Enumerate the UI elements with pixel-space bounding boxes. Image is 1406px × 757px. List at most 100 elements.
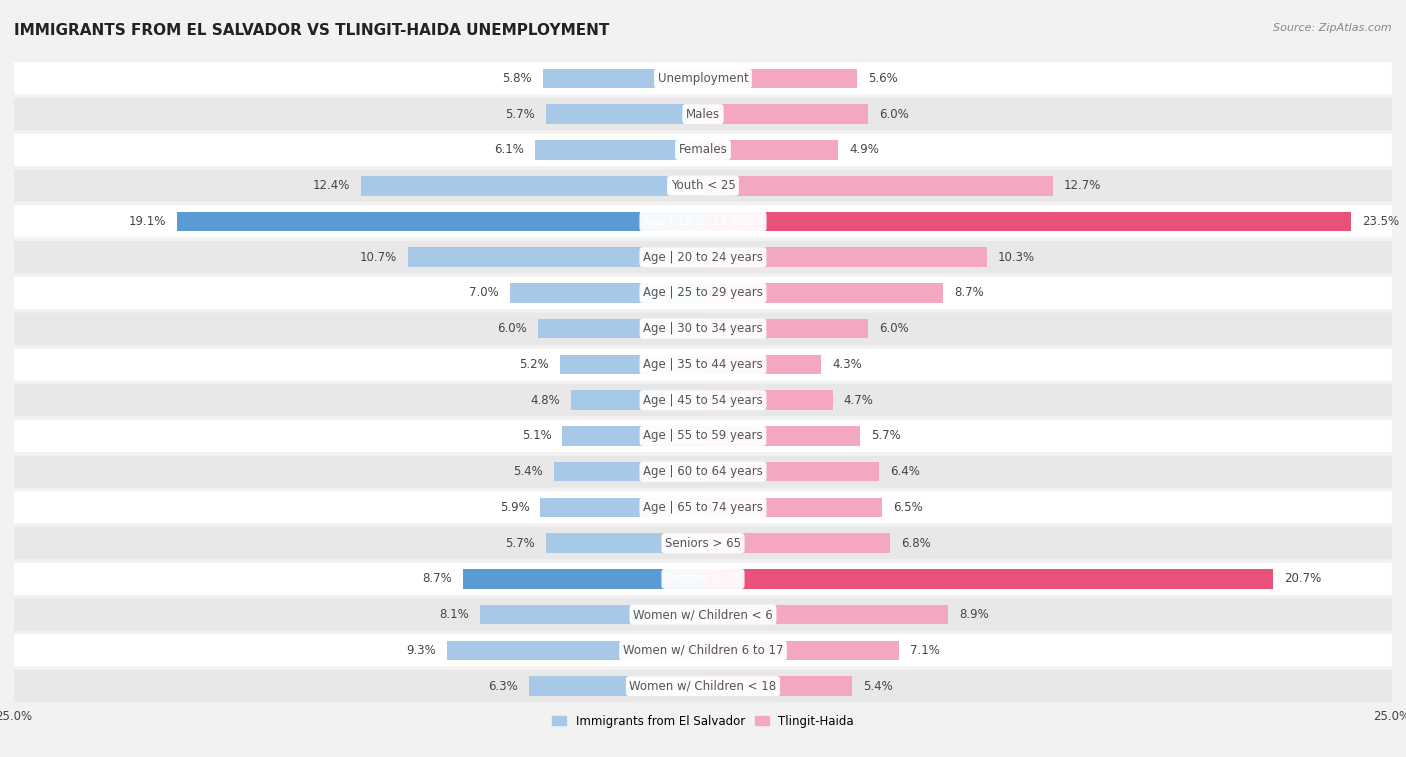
Bar bbox=[537, 319, 703, 338]
Text: 23.5%: 23.5% bbox=[1361, 215, 1399, 228]
Text: 10.7%: 10.7% bbox=[360, 251, 396, 263]
FancyBboxPatch shape bbox=[14, 205, 1392, 238]
Bar bbox=[534, 140, 703, 160]
Bar bbox=[703, 426, 860, 446]
Text: 8.9%: 8.9% bbox=[959, 608, 988, 621]
Bar bbox=[554, 462, 703, 481]
Bar bbox=[463, 569, 703, 589]
Bar bbox=[703, 319, 869, 338]
Text: Age | 55 to 59 years: Age | 55 to 59 years bbox=[643, 429, 763, 442]
Bar bbox=[703, 176, 1053, 195]
Legend: Immigrants from El Salvador, Tlingit-Haida: Immigrants from El Salvador, Tlingit-Hai… bbox=[547, 709, 859, 734]
Bar bbox=[703, 462, 879, 481]
Text: 4.9%: 4.9% bbox=[849, 143, 879, 157]
FancyBboxPatch shape bbox=[14, 527, 1392, 559]
Text: 8.1%: 8.1% bbox=[439, 608, 468, 621]
Bar bbox=[177, 212, 703, 231]
Text: 6.0%: 6.0% bbox=[879, 107, 910, 120]
Text: 20.7%: 20.7% bbox=[1285, 572, 1322, 585]
Text: Seniors > 75: Seniors > 75 bbox=[665, 572, 741, 585]
Text: Unemployment: Unemployment bbox=[658, 72, 748, 85]
Text: Seniors > 65: Seniors > 65 bbox=[665, 537, 741, 550]
Bar bbox=[703, 605, 948, 625]
Text: 6.4%: 6.4% bbox=[890, 465, 921, 478]
Bar bbox=[703, 248, 987, 267]
Bar bbox=[703, 569, 1274, 589]
Text: Youth < 25: Youth < 25 bbox=[671, 179, 735, 192]
Text: 5.7%: 5.7% bbox=[505, 537, 534, 550]
Text: 6.1%: 6.1% bbox=[494, 143, 524, 157]
Text: 5.6%: 5.6% bbox=[869, 72, 898, 85]
Bar bbox=[571, 391, 703, 410]
Text: Age | 20 to 24 years: Age | 20 to 24 years bbox=[643, 251, 763, 263]
Text: Source: ZipAtlas.com: Source: ZipAtlas.com bbox=[1274, 23, 1392, 33]
FancyBboxPatch shape bbox=[14, 348, 1392, 381]
Text: 5.8%: 5.8% bbox=[502, 72, 531, 85]
Bar bbox=[447, 640, 703, 660]
FancyBboxPatch shape bbox=[14, 134, 1392, 166]
Bar bbox=[546, 534, 703, 553]
Text: IMMIGRANTS FROM EL SALVADOR VS TLINGIT-HAIDA UNEMPLOYMENT: IMMIGRANTS FROM EL SALVADOR VS TLINGIT-H… bbox=[14, 23, 609, 38]
Text: Age | 65 to 74 years: Age | 65 to 74 years bbox=[643, 501, 763, 514]
Text: 6.8%: 6.8% bbox=[901, 537, 931, 550]
Text: 4.8%: 4.8% bbox=[530, 394, 560, 407]
Bar bbox=[703, 104, 869, 124]
FancyBboxPatch shape bbox=[14, 62, 1392, 95]
Text: Males: Males bbox=[686, 107, 720, 120]
Bar bbox=[703, 534, 890, 553]
Text: Females: Females bbox=[679, 143, 727, 157]
Bar bbox=[703, 497, 882, 517]
Bar bbox=[408, 248, 703, 267]
Text: Women w/ Children 6 to 17: Women w/ Children 6 to 17 bbox=[623, 644, 783, 657]
FancyBboxPatch shape bbox=[14, 241, 1392, 273]
Text: Age | 16 to 19 years: Age | 16 to 19 years bbox=[643, 215, 763, 228]
Text: 5.7%: 5.7% bbox=[872, 429, 901, 442]
Text: 5.7%: 5.7% bbox=[505, 107, 534, 120]
Text: Age | 25 to 29 years: Age | 25 to 29 years bbox=[643, 286, 763, 300]
Bar bbox=[703, 283, 943, 303]
Text: 6.0%: 6.0% bbox=[496, 322, 527, 335]
Bar bbox=[540, 497, 703, 517]
FancyBboxPatch shape bbox=[14, 562, 1392, 595]
Text: 6.0%: 6.0% bbox=[879, 322, 910, 335]
FancyBboxPatch shape bbox=[14, 456, 1392, 488]
Text: 5.9%: 5.9% bbox=[499, 501, 530, 514]
Bar bbox=[703, 354, 821, 374]
FancyBboxPatch shape bbox=[14, 670, 1392, 702]
Text: 5.2%: 5.2% bbox=[519, 358, 548, 371]
Text: 7.0%: 7.0% bbox=[470, 286, 499, 300]
FancyBboxPatch shape bbox=[14, 313, 1392, 344]
Text: 9.3%: 9.3% bbox=[406, 644, 436, 657]
Text: 6.3%: 6.3% bbox=[489, 680, 519, 693]
Text: 5.4%: 5.4% bbox=[863, 680, 893, 693]
FancyBboxPatch shape bbox=[14, 384, 1392, 416]
Text: Age | 35 to 44 years: Age | 35 to 44 years bbox=[643, 358, 763, 371]
Bar bbox=[703, 140, 838, 160]
Bar bbox=[703, 640, 898, 660]
Text: 12.7%: 12.7% bbox=[1064, 179, 1101, 192]
Bar bbox=[530, 676, 703, 696]
Text: Age | 30 to 34 years: Age | 30 to 34 years bbox=[643, 322, 763, 335]
FancyBboxPatch shape bbox=[14, 634, 1392, 666]
FancyBboxPatch shape bbox=[14, 599, 1392, 631]
Bar bbox=[510, 283, 703, 303]
FancyBboxPatch shape bbox=[14, 277, 1392, 309]
Bar bbox=[546, 104, 703, 124]
Text: 8.7%: 8.7% bbox=[953, 286, 984, 300]
FancyBboxPatch shape bbox=[14, 491, 1392, 524]
Text: 7.1%: 7.1% bbox=[910, 644, 939, 657]
FancyBboxPatch shape bbox=[14, 170, 1392, 202]
Bar bbox=[703, 212, 1351, 231]
Bar bbox=[703, 391, 832, 410]
Text: 10.3%: 10.3% bbox=[998, 251, 1035, 263]
Text: Age | 60 to 64 years: Age | 60 to 64 years bbox=[643, 465, 763, 478]
Text: 4.3%: 4.3% bbox=[832, 358, 862, 371]
Bar bbox=[562, 426, 703, 446]
Bar bbox=[703, 69, 858, 89]
Text: 6.5%: 6.5% bbox=[893, 501, 922, 514]
Bar bbox=[361, 176, 703, 195]
Bar bbox=[560, 354, 703, 374]
FancyBboxPatch shape bbox=[14, 420, 1392, 452]
Text: Women w/ Children < 6: Women w/ Children < 6 bbox=[633, 608, 773, 621]
Text: 5.1%: 5.1% bbox=[522, 429, 551, 442]
